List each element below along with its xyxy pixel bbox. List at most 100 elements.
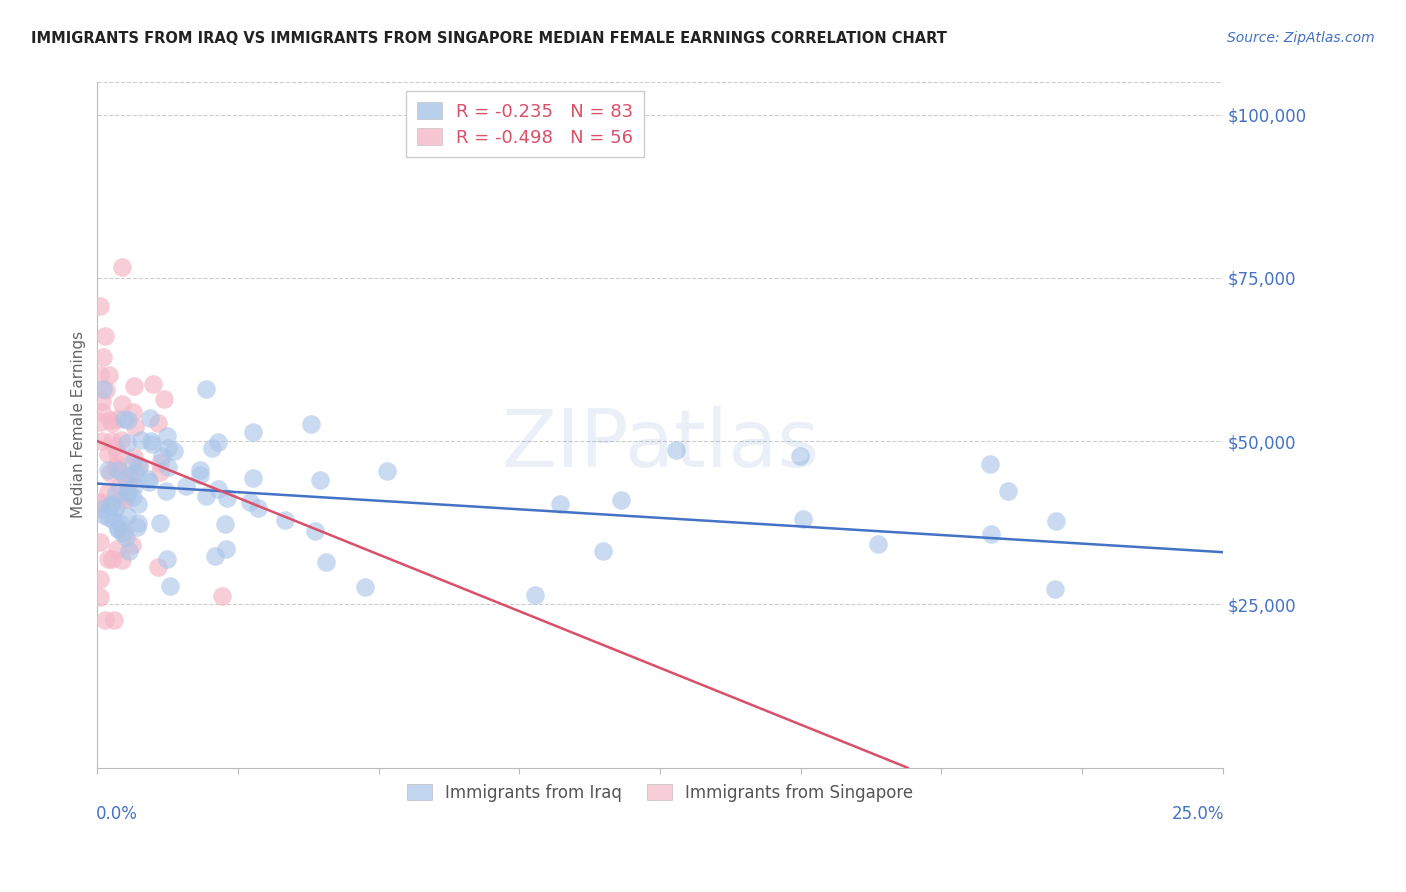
Point bbox=[149, 466, 172, 480]
Point bbox=[149, 456, 172, 470]
Y-axis label: Median Female Earnings: Median Female Earnings bbox=[72, 331, 86, 518]
Point bbox=[204, 549, 226, 563]
Point bbox=[214, 516, 236, 531]
Point bbox=[242, 425, 264, 439]
Point bbox=[110, 260, 132, 275]
Point bbox=[89, 535, 111, 549]
Point bbox=[97, 485, 120, 500]
Point bbox=[155, 551, 177, 566]
Point bbox=[188, 468, 211, 483]
Point bbox=[121, 405, 143, 419]
Point bbox=[120, 473, 142, 487]
Point bbox=[97, 447, 120, 461]
Point bbox=[194, 382, 217, 396]
Point bbox=[121, 538, 143, 552]
Point bbox=[128, 459, 150, 474]
Point bbox=[101, 551, 124, 566]
Point bbox=[868, 537, 890, 551]
Point bbox=[105, 457, 128, 471]
Point bbox=[91, 393, 114, 408]
Point bbox=[155, 483, 177, 498]
Point bbox=[195, 489, 218, 503]
Point bbox=[105, 500, 128, 515]
Point bbox=[89, 368, 111, 382]
Point bbox=[97, 510, 120, 524]
Text: 25.0%: 25.0% bbox=[1171, 805, 1223, 823]
Point bbox=[304, 524, 326, 539]
Point bbox=[90, 405, 112, 419]
Point bbox=[111, 553, 134, 567]
Point bbox=[110, 526, 132, 541]
Point bbox=[129, 433, 152, 447]
Point bbox=[141, 434, 163, 449]
Point bbox=[150, 449, 173, 463]
Point bbox=[138, 475, 160, 489]
Point bbox=[112, 412, 135, 426]
Point bbox=[98, 413, 121, 427]
Point bbox=[100, 497, 122, 511]
Point bbox=[979, 457, 1001, 471]
Point bbox=[789, 449, 811, 463]
Point bbox=[117, 484, 139, 499]
Point bbox=[211, 589, 233, 603]
Point bbox=[98, 368, 121, 382]
Point bbox=[108, 516, 131, 531]
Point bbox=[105, 412, 128, 426]
Point bbox=[120, 467, 142, 482]
Point bbox=[156, 442, 179, 456]
Text: 0.0%: 0.0% bbox=[96, 805, 138, 823]
Point bbox=[122, 490, 145, 504]
Point bbox=[117, 475, 139, 490]
Point bbox=[188, 463, 211, 477]
Point bbox=[101, 513, 124, 527]
Point bbox=[149, 516, 172, 531]
Point bbox=[665, 442, 688, 457]
Point bbox=[104, 460, 127, 475]
Point bbox=[100, 499, 122, 513]
Point bbox=[524, 588, 547, 602]
Point bbox=[89, 572, 111, 586]
Point bbox=[97, 463, 120, 477]
Point bbox=[127, 516, 149, 530]
Point bbox=[138, 472, 160, 486]
Point bbox=[124, 450, 146, 464]
Point bbox=[97, 552, 120, 566]
Point bbox=[153, 392, 176, 406]
Text: IMMIGRANTS FROM IRAQ VS IMMIGRANTS FROM SINGAPORE MEDIAN FEMALE EARNINGS CORRELA: IMMIGRANTS FROM IRAQ VS IMMIGRANTS FROM … bbox=[31, 31, 946, 46]
Point bbox=[207, 482, 229, 496]
Point bbox=[980, 526, 1002, 541]
Point bbox=[107, 522, 129, 536]
Point bbox=[107, 462, 129, 476]
Point bbox=[114, 491, 136, 506]
Point bbox=[273, 513, 295, 527]
Point bbox=[100, 434, 122, 448]
Point bbox=[315, 555, 337, 569]
Point bbox=[610, 493, 633, 508]
Point bbox=[115, 485, 138, 500]
Point bbox=[1045, 514, 1067, 528]
Point bbox=[124, 466, 146, 480]
Point bbox=[105, 460, 128, 475]
Point bbox=[93, 613, 115, 627]
Text: ZIPatlas: ZIPatlas bbox=[501, 407, 820, 484]
Point bbox=[121, 455, 143, 469]
Point bbox=[246, 500, 269, 515]
Point bbox=[114, 470, 136, 484]
Point bbox=[1043, 582, 1066, 596]
Point bbox=[375, 464, 398, 478]
Point bbox=[215, 541, 238, 556]
Point bbox=[105, 445, 128, 459]
Point bbox=[89, 497, 111, 511]
Point bbox=[239, 495, 262, 509]
Point bbox=[242, 471, 264, 485]
Point bbox=[117, 413, 139, 427]
Point bbox=[104, 486, 127, 500]
Point bbox=[125, 519, 148, 533]
Point bbox=[91, 434, 114, 448]
Point bbox=[117, 543, 139, 558]
Point bbox=[174, 479, 197, 493]
Point bbox=[111, 397, 134, 411]
Point bbox=[128, 458, 150, 472]
Point bbox=[89, 416, 111, 430]
Point bbox=[122, 478, 145, 492]
